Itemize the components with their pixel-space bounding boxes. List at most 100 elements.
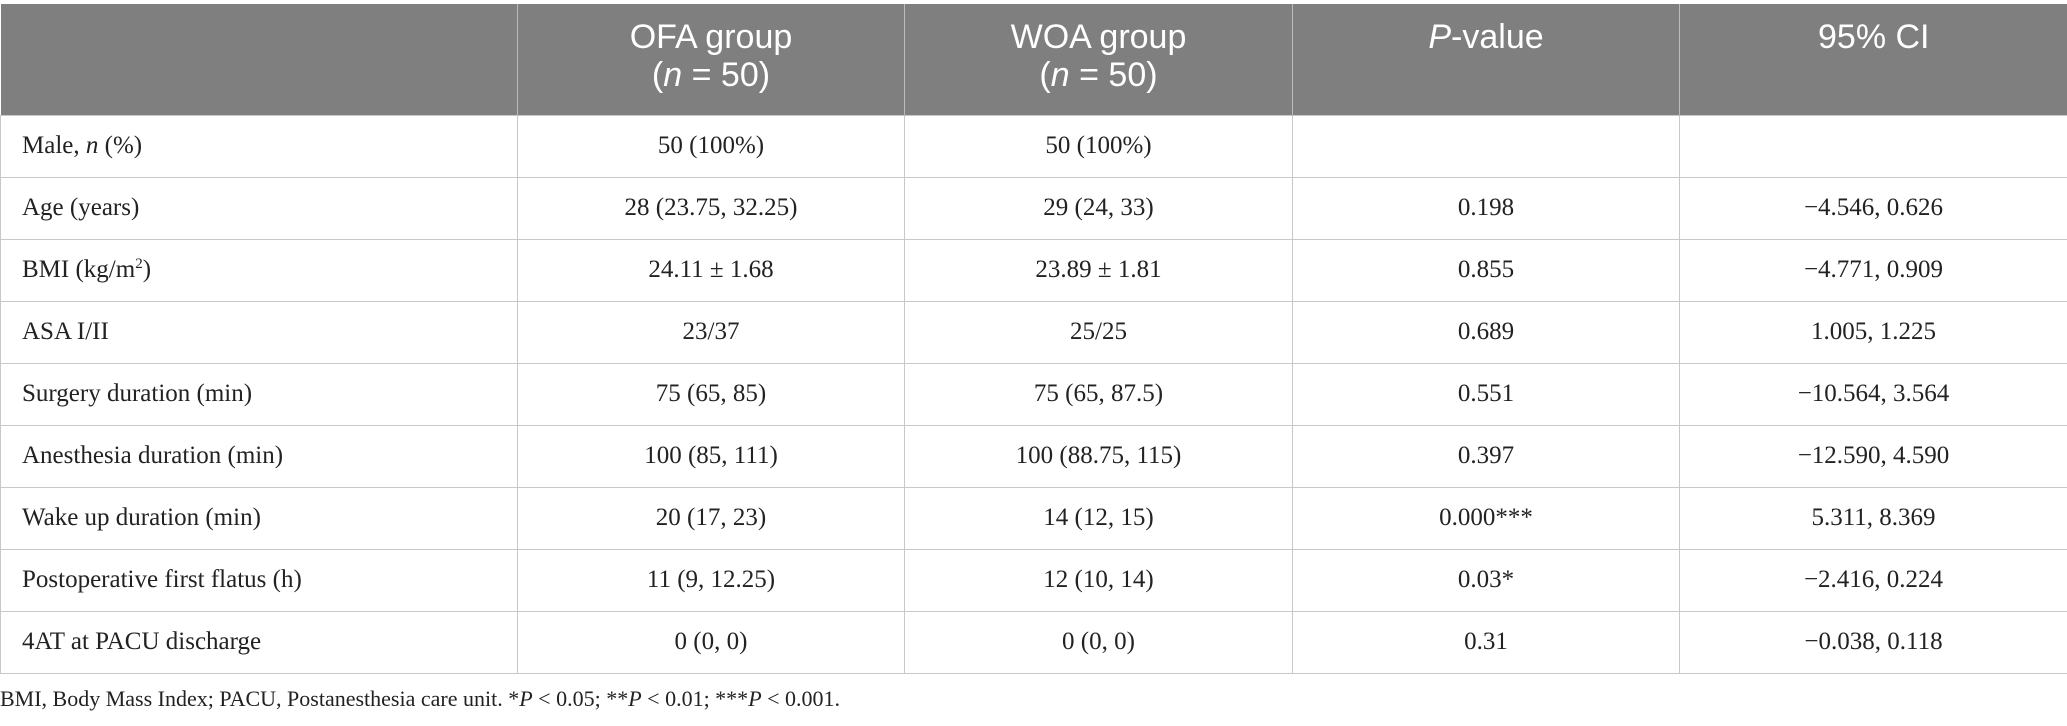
superscript: 2 xyxy=(135,256,143,272)
cell: 12 (10, 14) xyxy=(904,548,1293,612)
cell: 23.89 ± 1.81 xyxy=(904,238,1293,302)
table-body: Male, n (%) 50 (100%) 50 (100%) Age (years)… xyxy=(0,114,2067,674)
italic-text: P xyxy=(748,686,762,711)
header-line: P-value xyxy=(1293,18,1679,56)
cell: −4.546, 0.626 xyxy=(1679,176,2067,240)
table-row: ASA I/II 23/37 25/25 0.689 1.005, 1.225 xyxy=(0,300,2067,364)
header-cell: OFA group (n = 50) xyxy=(517,4,905,115)
cell: 0.397 xyxy=(1292,424,1680,488)
row-label: Age (years) xyxy=(0,176,518,240)
text: Postoperative first flatus (h) xyxy=(22,566,302,593)
italic-text: n xyxy=(85,132,99,159)
header-cell: WOA group (n = 50) xyxy=(904,4,1293,115)
italic-text: n xyxy=(663,56,683,94)
header-line: WOA group xyxy=(905,18,1292,56)
table-row: Anesthesia duration (min) 100 (85, 111) 10… xyxy=(0,424,2067,488)
text: ASA I/II xyxy=(22,318,109,345)
cell: 0 (0, 0) xyxy=(904,610,1293,674)
text: ( xyxy=(651,56,664,94)
cell: 25/25 xyxy=(904,300,1293,364)
row-label: 4AT at PACU discharge xyxy=(0,610,518,674)
header-cell xyxy=(0,4,518,115)
text: < 0.001. xyxy=(761,686,841,711)
cell: −12.590, 4.590 xyxy=(1679,424,2067,488)
text: < 0.01; *** xyxy=(641,686,749,711)
table-row: 4AT at PACU discharge 0 (0, 0) 0 (0, 0) 0.3… xyxy=(0,610,2067,674)
header-row: OFA group (n = 50) WOA group (n = 50) P-valu… xyxy=(0,4,2067,115)
cell: 50 (100%) xyxy=(904,114,1293,178)
cell: 75 (65, 85) xyxy=(517,362,905,426)
table-row: Surgery duration (min) 75 (65, 85) 75 (65,… xyxy=(0,362,2067,426)
text: Male, xyxy=(22,132,86,159)
table-row: Male, n (%) 50 (100%) 50 (100%) xyxy=(0,114,2067,178)
cell: 1.005, 1.225 xyxy=(1679,300,2067,364)
cell xyxy=(1679,114,2067,178)
text: < 0.05; ** xyxy=(532,686,629,711)
cell: 29 (24, 33) xyxy=(904,176,1293,240)
cell: 0 (0, 0) xyxy=(517,610,905,674)
cell: 28 (23.75, 32.25) xyxy=(517,176,905,240)
row-label: Postoperative first flatus (h) xyxy=(0,548,518,612)
cell: 11 (9, 12.25) xyxy=(517,548,905,612)
text: (%) xyxy=(98,132,143,159)
text: = 50) xyxy=(1069,56,1158,94)
cell: 0.551 xyxy=(1292,362,1680,426)
text: BMI, Body Mass Index; PACU, Postanesthes… xyxy=(0,686,520,711)
text: -value xyxy=(1451,18,1544,56)
row-label: Anesthesia duration (min) xyxy=(0,424,518,488)
row-label: Male, n (%) xyxy=(0,114,518,178)
text: 4AT at PACU discharge xyxy=(22,628,262,655)
cell: 0.689 xyxy=(1292,300,1680,364)
text: Wake up duration (min) xyxy=(22,504,261,531)
row-label: Wake up duration (min) xyxy=(0,486,518,550)
cell: 24.11 ± 1.68 xyxy=(517,238,905,302)
cell: −0.038, 0.118 xyxy=(1679,610,2067,674)
cell: −10.564, 3.564 xyxy=(1679,362,2067,426)
cell: 0.000*** xyxy=(1292,486,1680,550)
text: ) xyxy=(142,256,152,283)
header-cell: P-value xyxy=(1292,4,1680,115)
italic-text: P xyxy=(519,686,533,711)
cell: 100 (88.75, 115) xyxy=(904,424,1293,488)
cell: 0.198 xyxy=(1292,176,1680,240)
header-line: (n = 50) xyxy=(905,56,1292,94)
text: BMI (kg/m xyxy=(22,256,136,283)
cell: 14 (12, 15) xyxy=(904,486,1293,550)
text: WOA group xyxy=(1010,18,1187,56)
header-line: OFA group xyxy=(518,18,904,56)
text: ( xyxy=(1039,56,1051,94)
cell: 5.311, 8.369 xyxy=(1679,486,2067,550)
cell: 75 (65, 87.5) xyxy=(904,362,1293,426)
text: OFA group xyxy=(629,18,793,56)
cell: 50 (100%) xyxy=(517,114,905,178)
italic-text: P xyxy=(628,686,642,711)
text: Age (years) xyxy=(22,194,140,221)
cell: 100 (85, 111) xyxy=(517,424,905,488)
table-row: Age (years) 28 (23.75, 32.25) 29 (24, 33) 0… xyxy=(0,176,2067,240)
header-cell: 95% CI xyxy=(1679,4,2067,115)
header-line: (n = 50) xyxy=(518,56,904,94)
text: Surgery duration (min) xyxy=(22,380,253,407)
table-row: Wake up duration (min) 20 (17, 23) 14 (12,… xyxy=(0,486,2067,550)
footnote: BMI, Body Mass Index; PACU, Postanesthes… xyxy=(0,686,840,712)
cell: 23/37 xyxy=(517,300,905,364)
cell: 0.03* xyxy=(1292,548,1680,612)
cell: 0.31 xyxy=(1292,610,1680,674)
cell: −2.416, 0.224 xyxy=(1679,548,2067,612)
data-table: OFA group (n = 50) WOA group (n = 50) P-valu… xyxy=(0,4,2067,674)
table-row: BMI (kg/m2) 24.11 ± 1.68 23.89 ± 1.81 0.855… xyxy=(0,238,2067,302)
text: 95% CI xyxy=(1818,18,1930,56)
row-label: BMI (kg/m2) xyxy=(0,238,518,302)
cell: 20 (17, 23) xyxy=(517,486,905,550)
row-label: ASA I/II xyxy=(0,300,518,364)
cell: −4.771, 0.909 xyxy=(1679,238,2067,302)
italic-text: n xyxy=(1050,56,1070,94)
row-label: Surgery duration (min) xyxy=(0,362,518,426)
cell xyxy=(1292,114,1680,178)
header-line: 95% CI xyxy=(1680,18,2067,56)
text: Anesthesia duration (min) xyxy=(22,442,284,469)
table-row: Postoperative first flatus (h) 11 (9, 12.… xyxy=(0,548,2067,612)
text: = 50) xyxy=(682,56,771,94)
cell: 0.855 xyxy=(1292,238,1680,302)
